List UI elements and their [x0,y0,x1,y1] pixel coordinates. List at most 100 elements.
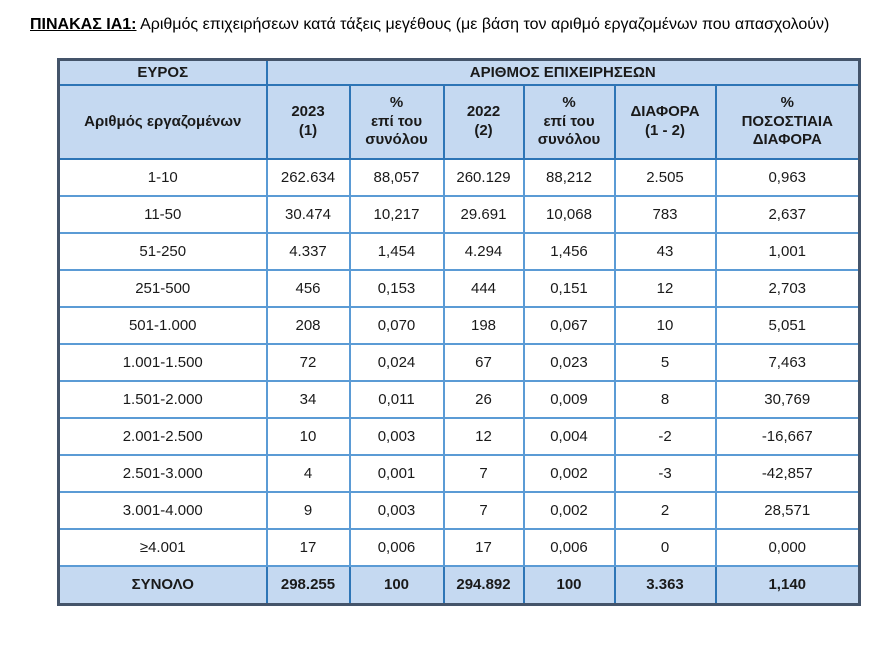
range-cell: 1-10 [57,158,268,198]
table-row: 501-1.000 208 0,070 198 0,067 10 5,051 [57,306,861,346]
pct-2023-cell: 0,011 [348,380,445,420]
pct-2022-cell: 0,002 [522,454,616,494]
count-2023-cell: 262.634 [265,158,351,198]
totals-pct-difference: 1,140 [714,565,861,606]
pct-2023-cell: 88,057 [348,158,445,198]
range-cell: 1.501-2.000 [57,380,268,420]
enterprises-by-size-table: ΕΥΡΟΣ ΑΡΙΘΜΟΣ ΕΠΙΧΕΙΡΗΣΕΩΝ Αριθμός εργαζ… [57,57,861,606]
pct-2022-cell: 88,212 [522,158,616,198]
pct-2022-cell: 0,023 [522,343,616,383]
count-2022-cell: 444 [442,269,525,309]
pct-difference-cell: 28,571 [714,491,861,531]
count-2022-cell: 198 [442,306,525,346]
pct-difference-cell: 1,001 [714,232,861,272]
table-row: 251-500 456 0,153 444 0,151 12 2,703 [57,269,861,309]
count-2023-cell: 208 [265,306,351,346]
difference-cell: 783 [613,195,717,235]
table-row: 1-10 262.634 88,057 260.129 88,212 2.505 0,963 [57,158,861,198]
range-cell: 2.501-3.000 [57,454,268,494]
pct-difference-cell: 0,963 [714,158,861,198]
difference-cell: 5 [613,343,717,383]
count-2023-cell: 34 [265,380,351,420]
totals-2022: 294.892 [442,565,525,606]
range-cell: ≥4.001 [57,528,268,568]
range-cell: 1.001-1.500 [57,343,268,383]
pct-difference-cell: 7,463 [714,343,861,383]
range-cell: 2.001-2.500 [57,417,268,457]
table-body: 1-10 262.634 88,057 260.129 88,212 2.505 0,963… [57,158,861,568]
table-row: 11-50 30.474 10,217 29.691 10,068 783 2,637 [57,195,861,235]
pct-2023-cell: 0,001 [348,454,445,494]
header-group-row: ΕΥΡΟΣ ΑΡΙΘΜΟΣ ΕΠΙΧΕΙΡΗΣΕΩΝ [57,58,861,87]
totals-pct-2022: 100 [522,565,616,606]
table-caption: ΠΙΝΑΚΑΣ ΙΑ1: Αριθμός επιχειρήσεων κατά τ… [30,12,858,38]
pct-2023-cell: 0,003 [348,491,445,531]
table-row: 3.001-4.000 9 0,003 7 0,002 2 28,571 [57,491,861,531]
difference-cell: 10 [613,306,717,346]
difference-cell: 0 [613,528,717,568]
range-cell: 3.001-4.000 [57,491,268,531]
totals-difference: 3.363 [613,565,717,606]
col-header-difference: ΔΙΑΦΟΡΑ (1 - 2) [613,84,717,161]
pct-2023-cell: 0,003 [348,417,445,457]
pct-2022-cell: 1,456 [522,232,616,272]
count-2022-cell: 29.691 [442,195,525,235]
pct-difference-cell: 0,000 [714,528,861,568]
count-2023-cell: 72 [265,343,351,383]
pct-difference-cell: 2,703 [714,269,861,309]
col-header-pct-difference: % ΠΟΣΟΣΤΙΑΙΑ ΔΙΑΦΟΡΑ [714,84,861,161]
range-cell: 501-1.000 [57,306,268,346]
col-header-pct-2022: % επί του συνόλου [522,84,616,161]
table-row: 2.501-3.000 4 0,001 7 0,002 -3 -42,857 [57,454,861,494]
col-header-employees-range: Αριθμός εργαζομένων [57,84,268,161]
pct-difference-cell: 30,769 [714,380,861,420]
count-2023-cell: 10 [265,417,351,457]
pct-difference-cell: -16,667 [714,417,861,457]
pct-2023-cell: 1,454 [348,232,445,272]
pct-2022-cell: 0,009 [522,380,616,420]
difference-cell: -3 [613,454,717,494]
pct-difference-cell: 5,051 [714,306,861,346]
pct-2022-cell: 0,067 [522,306,616,346]
range-cell: 11-50 [57,195,268,235]
table-row: 1.501-2.000 34 0,011 26 0,009 8 30,769 [57,380,861,420]
pct-2023-cell: 10,217 [348,195,445,235]
difference-cell: 2 [613,491,717,531]
count-2022-cell: 260.129 [442,158,525,198]
count-2023-cell: 30.474 [265,195,351,235]
totals-row: ΣΥΝΟΛΟ 298.255 100 294.892 100 3.363 1,1… [57,565,861,606]
pct-2022-cell: 0,006 [522,528,616,568]
pct-2023-cell: 0,024 [348,343,445,383]
table-row: 2.001-2.500 10 0,003 12 0,004 -2 -16,667 [57,417,861,457]
header-arithmos-epixeiriseon: ΑΡΙΘΜΟΣ ΕΠΙΧΕΙΡΗΣΕΩΝ [265,58,861,87]
caption-text: Αριθμός επιχειρήσεων κατά τάξεις μεγέθου… [136,16,830,33]
table-row: ≥4.001 17 0,006 17 0,006 0 0,000 [57,528,861,568]
totals-2023: 298.255 [265,565,351,606]
col-header-pct-2023: % επί του συνόλου [348,84,445,161]
pct-2022-cell: 10,068 [522,195,616,235]
header-columns-row: Αριθμός εργαζομένων 2023 (1) % επί του σ… [57,84,861,161]
count-2023-cell: 17 [265,528,351,568]
col-header-2022: 2022 (2) [442,84,525,161]
pct-2022-cell: 0,151 [522,269,616,309]
col-header-2023: 2023 (1) [265,84,351,161]
table-footer: ΣΥΝΟΛΟ 298.255 100 294.892 100 3.363 1,1… [57,565,861,606]
pct-difference-cell: 2,637 [714,195,861,235]
count-2022-cell: 26 [442,380,525,420]
difference-cell: -2 [613,417,717,457]
count-2022-cell: 7 [442,454,525,494]
table-header: ΕΥΡΟΣ ΑΡΙΘΜΟΣ ΕΠΙΧΕΙΡΗΣΕΩΝ Αριθμός εργαζ… [57,58,861,161]
pct-2022-cell: 0,004 [522,417,616,457]
table-row: 1.001-1.500 72 0,024 67 0,023 5 7,463 [57,343,861,383]
header-euros: ΕΥΡΟΣ [57,58,268,87]
pct-2022-cell: 0,002 [522,491,616,531]
pct-2023-cell: 0,070 [348,306,445,346]
count-2022-cell: 67 [442,343,525,383]
count-2022-cell: 7 [442,491,525,531]
difference-cell: 43 [613,232,717,272]
pct-difference-cell: -42,857 [714,454,861,494]
pct-2023-cell: 0,153 [348,269,445,309]
totals-pct-2023: 100 [348,565,445,606]
count-2022-cell: 17 [442,528,525,568]
count-2023-cell: 456 [265,269,351,309]
